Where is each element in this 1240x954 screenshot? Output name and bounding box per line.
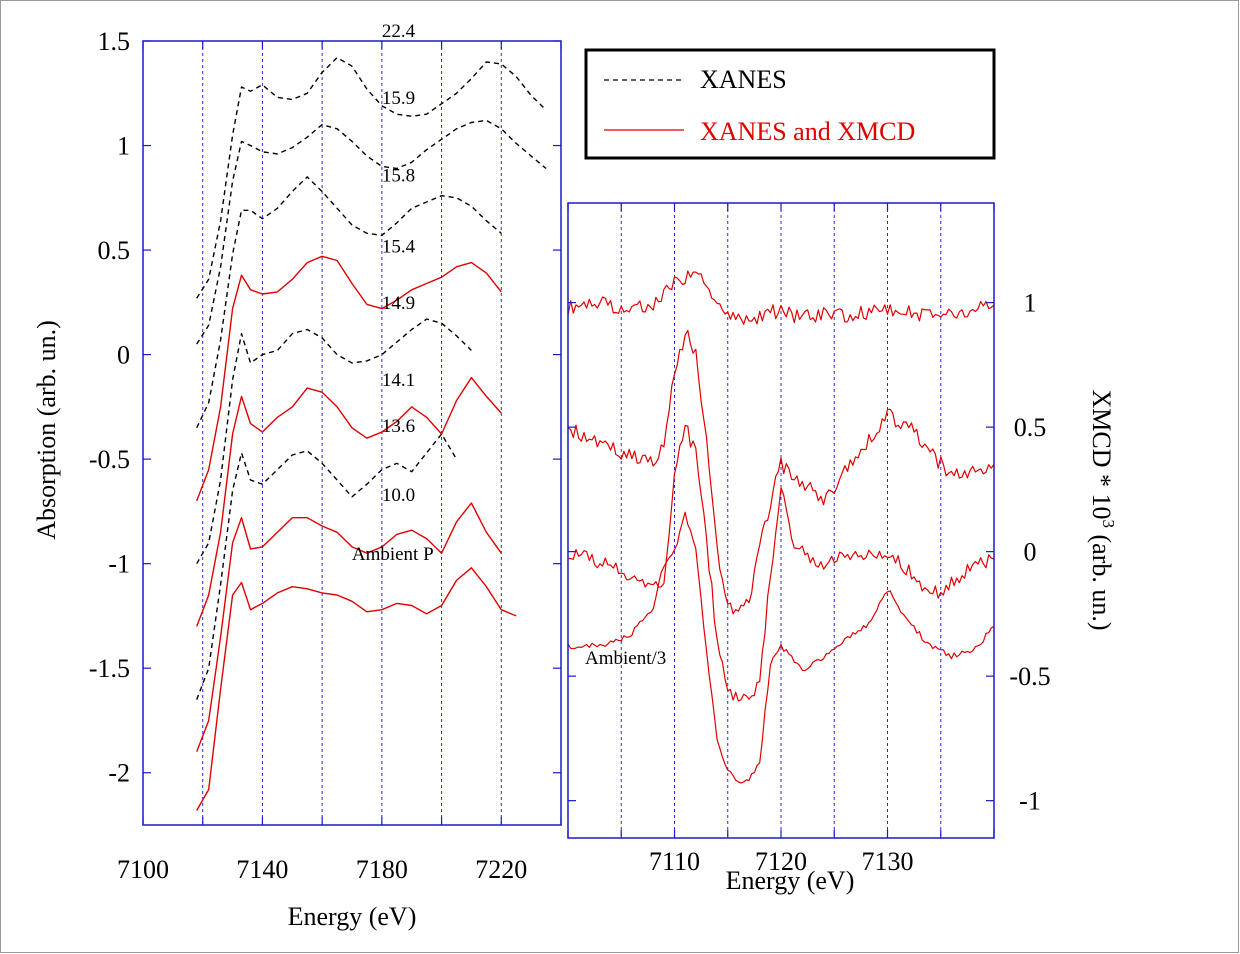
- left-series-14-1: [196, 376, 502, 627]
- legend-xanes-label: XANES: [700, 65, 787, 94]
- right-x-axis-label: Energy (eV): [726, 866, 855, 895]
- right-y-axis-label-exponent: 3: [1099, 520, 1118, 529]
- left-series-22-4: [196, 57, 547, 299]
- right-y-axis-label: XMCD * 103 (arb. un.): [1087, 389, 1118, 630]
- left-series-group: [196, 57, 547, 811]
- right-plot-area: [567, 202, 995, 839]
- right-series-14-1: [567, 329, 995, 615]
- left-x-axis-label: Energy (eV): [288, 902, 417, 931]
- right-series-15-4: [567, 270, 995, 325]
- curve-label: 15.8: [382, 165, 415, 186]
- left-y-tick-label: 0: [117, 341, 130, 370]
- right-y-tick-label: -1: [1019, 787, 1041, 816]
- left-series-15-4: [196, 255, 502, 502]
- left-gridlines: [202, 41, 502, 825]
- right-series-13-6: [567, 425, 995, 702]
- left-x-tick-label: 7100: [117, 855, 169, 884]
- left-series-10-0: [196, 502, 502, 753]
- right-gridlines: [620, 203, 942, 838]
- curve-label: 13.6: [382, 416, 415, 437]
- curve-label: Ambient P: [352, 544, 434, 565]
- left-y-tick-label: -1: [108, 550, 130, 579]
- right-y-tick-label: 0.5: [1014, 413, 1047, 442]
- left-y-tick-label: -2: [108, 759, 130, 788]
- curve-label: 10.0: [382, 485, 415, 506]
- left-y-tick-label: 1: [117, 132, 130, 161]
- left-y-tick-label: -1.5: [89, 654, 130, 683]
- left-x-tick-label: 7180: [356, 855, 408, 884]
- curve-label: 14.9: [382, 293, 415, 314]
- left-series-13-6: [196, 433, 458, 700]
- left-x-tick-label: 7140: [236, 855, 288, 884]
- legend-box: [584, 48, 996, 160]
- right-y-axis-label-units: (arb. un.): [1087, 528, 1116, 631]
- right-y-tick-label: 0: [1024, 538, 1037, 567]
- right-tick-marks: [567, 203, 995, 838]
- left-x-tick-label: 7220: [475, 855, 527, 884]
- left-x-tick-labels: 7100 7140 7180 7220: [117, 855, 527, 884]
- right-y-tick-label: 1: [1024, 289, 1037, 318]
- left-y-axis-label: Absorption (arb. un.): [32, 320, 61, 540]
- left-series-15-8: [196, 176, 502, 429]
- left-curve-labels: 22.4 15.9 15.8 15.4 14.9 14.1 13.6 10.0 Ambient …: [352, 21, 434, 565]
- left-series-15-9: [196, 119, 547, 345]
- left-y-tick-labels: 1.5 1 0.5 0 -0.5 -1 -1.5 -2: [89, 27, 130, 788]
- right-y-axis-label-main: XMCD * 10: [1087, 389, 1116, 519]
- left-tick-marks: [142, 40, 562, 825]
- legend-xmcd-label: XANES and XMCD: [700, 117, 915, 146]
- right-x-tick-label: 7110: [649, 847, 700, 876]
- right-y-tick-label: -0.5: [1009, 662, 1050, 691]
- ambient-third-annotation: Ambient/3: [585, 648, 666, 669]
- curve-label: 22.4: [382, 21, 416, 42]
- right-x-tick-label: 7130: [862, 847, 914, 876]
- right-y-tick-labels: 1 0.5 0 -0.5 -1: [1009, 289, 1050, 816]
- left-y-tick-label: -0.5: [89, 445, 130, 474]
- right-x-tick-labels: 7110 7120 7130: [649, 847, 914, 876]
- legend: XANES XANES and XMCD: [584, 48, 996, 160]
- curve-label: 14.1: [382, 370, 415, 391]
- left-plot-area: [142, 40, 562, 826]
- curve-label: 15.4: [382, 236, 416, 257]
- curve-label: 15.9: [382, 88, 415, 109]
- left-series-14-9: [196, 318, 472, 565]
- right-x-tick-label: 7120: [755, 847, 807, 876]
- left-y-tick-label: 0.5: [98, 236, 131, 265]
- right-series-group: [567, 270, 995, 784]
- left-y-tick-label: 1.5: [98, 27, 131, 56]
- right-series-Ambient-3: [567, 511, 995, 784]
- left-series-Ambient-P: [196, 567, 517, 811]
